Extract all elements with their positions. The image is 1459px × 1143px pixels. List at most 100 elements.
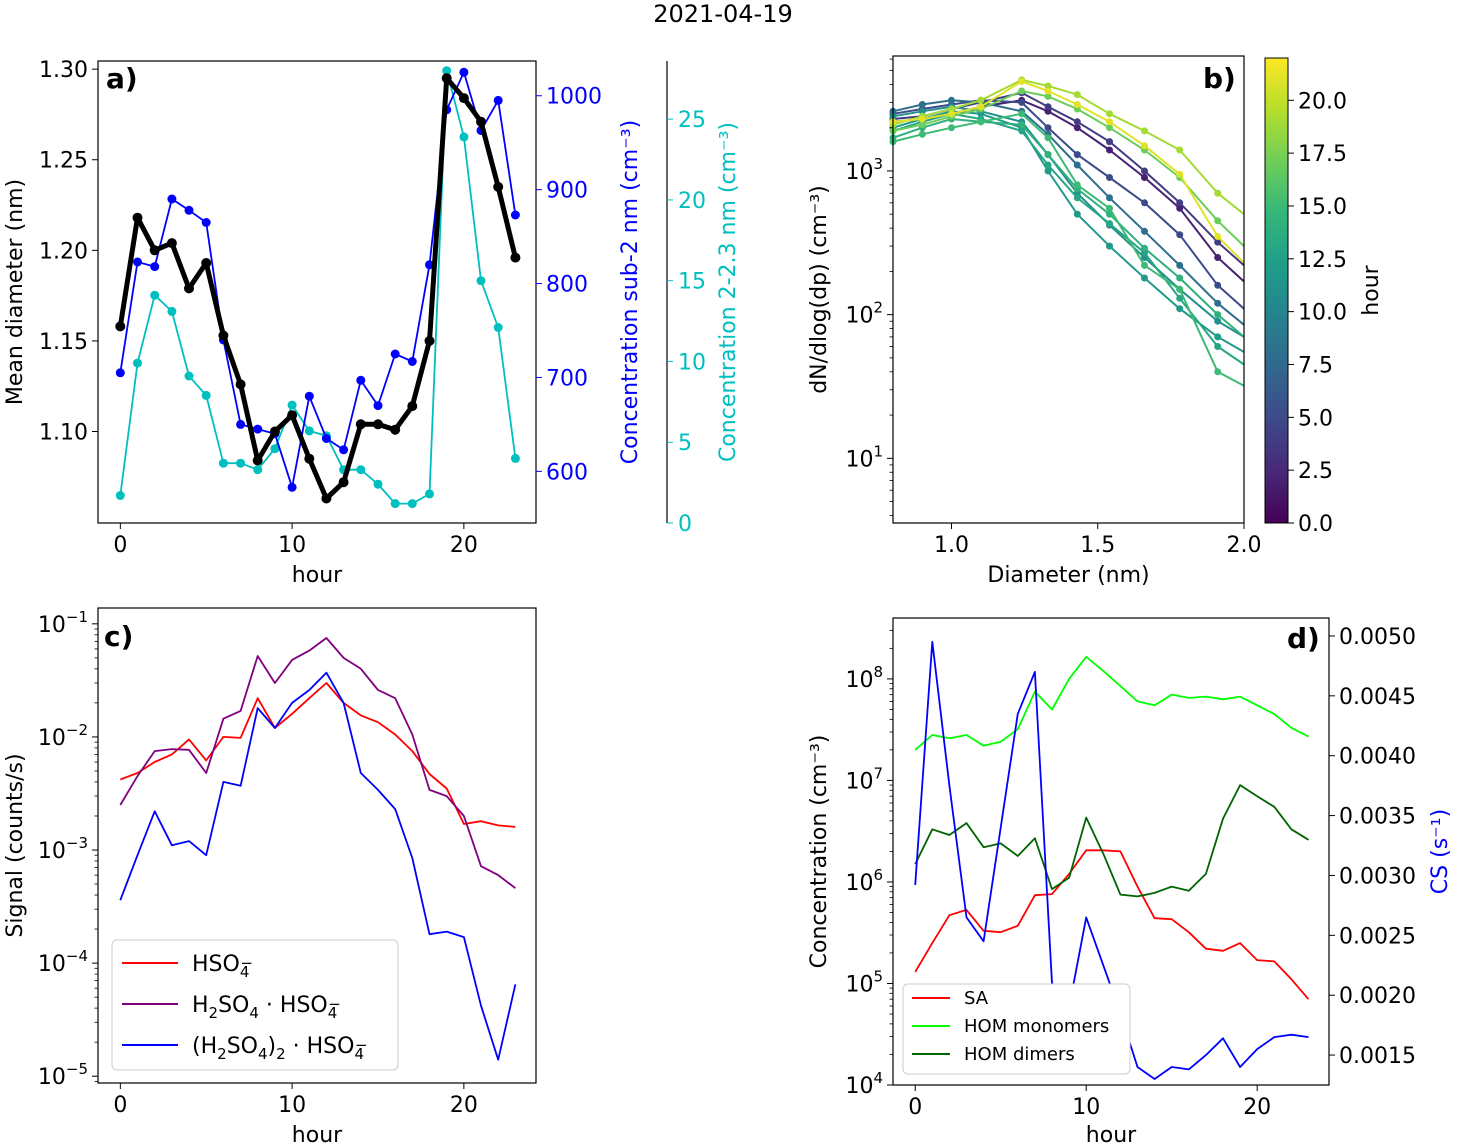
series-hour-8-point-7 <box>1106 194 1113 202</box>
series-2-point-2 <box>150 290 160 300</box>
y-tick-label: 107 <box>845 764 883 794</box>
colorbar <box>1264 57 1289 524</box>
y3-tick-label: 25 <box>678 108 706 133</box>
y2-tick-label: 0.0025 <box>1339 924 1416 949</box>
legend-box <box>111 939 399 1071</box>
series-hour-11-point-10 <box>1214 317 1222 325</box>
panel-label: d) <box>1287 622 1320 655</box>
x-tick-label: 10 <box>1072 1095 1100 1120</box>
series-hour-17-point-1 <box>918 121 926 129</box>
series-0-point-9 <box>269 426 280 437</box>
series-hour-12-point-6 <box>1073 210 1081 218</box>
y-tick-label: 103 <box>845 155 883 185</box>
y-tick-label: 1.25 <box>39 149 88 174</box>
series-hour-5-point-10 <box>1214 281 1222 289</box>
x-tick-label: 1.5 <box>1080 533 1115 558</box>
panel-label: c) <box>104 620 133 653</box>
series-hour-2-point-9 <box>1176 204 1184 212</box>
panel-label: a) <box>106 62 138 95</box>
series-hour-12-point-9 <box>1176 305 1184 313</box>
y-tick-label: 1.15 <box>39 330 88 355</box>
y2-tick-label: 0.0020 <box>1339 984 1416 1009</box>
series-hour-4-point-6 <box>1073 118 1081 126</box>
series-0-point-4 <box>184 283 194 294</box>
series-hour-19-point-7 <box>1106 110 1113 118</box>
y-tick-label: 108 <box>845 663 883 693</box>
plot-frame <box>97 607 537 1084</box>
series-hour-15-line <box>892 112 1245 387</box>
legend-label-1: HOM monomers <box>964 1016 1109 1037</box>
series-1-point-13 <box>339 445 349 455</box>
series-2-line <box>914 784 1309 898</box>
series-hour-2-point-7 <box>1106 146 1113 154</box>
x-axis-label: Diameter (nm) <box>987 563 1149 588</box>
series-2-point-5 <box>201 390 211 400</box>
series-0-line <box>914 849 1310 1000</box>
y-tick-label: 10−5 <box>38 1060 88 1090</box>
series-0-point-0 <box>115 321 126 332</box>
y3-tick-label: 5 <box>678 431 692 456</box>
series-hour-21-point-10 <box>1214 233 1222 240</box>
series-hour-21-line <box>892 80 1245 264</box>
series-2-point-16 <box>390 499 400 509</box>
series-2-point-6 <box>218 458 228 468</box>
series-2-point-8 <box>253 465 263 475</box>
x-axis-label: hour <box>292 563 343 588</box>
series-0-point-8 <box>252 455 263 466</box>
series-0-point-16 <box>390 424 401 435</box>
x-tick-label: 1.0 <box>934 533 969 558</box>
colorbar-tick-label: 17.5 <box>1298 142 1347 167</box>
series-1-point-1 <box>133 257 142 267</box>
series-hour-17-point-5 <box>1044 92 1052 100</box>
series-hour-11-point-1 <box>918 107 926 115</box>
series-hour-19-point-9 <box>1176 146 1184 154</box>
series-hour-13-point-10 <box>1214 343 1222 350</box>
y-axis-label: dN/dlog(dp) (cm⁻³) <box>807 185 832 394</box>
y-tick-label: 10−4 <box>38 947 88 977</box>
y2-tick-label: 700 <box>546 366 588 391</box>
series-1-point-3 <box>167 194 177 204</box>
x-axis-label: hour <box>1086 1123 1137 1143</box>
series-hour-19-point-3 <box>977 96 985 104</box>
series-hour-13-point-5 <box>1044 161 1052 169</box>
series-hour-13-point-7 <box>1106 220 1113 228</box>
series-0-point-18 <box>424 335 435 346</box>
series-0-point-20 <box>458 93 469 104</box>
legend-label-1: H2SO4 · HSO4− <box>192 993 341 1022</box>
series-hour-19-point-8 <box>1141 127 1148 135</box>
series-hour-19-point-6 <box>1073 91 1081 99</box>
panel-a: 0 10 20 hour 1.10 1.15 1.20 1.25 1.30 Mean diamet… <box>3 58 741 588</box>
series-2-point-14 <box>356 465 366 475</box>
series-hour-19-point-2 <box>948 105 955 113</box>
series-hour-15-point-8 <box>1141 261 1148 269</box>
series-hour-21-point-7 <box>1106 118 1113 126</box>
series-hour-2-point-6 <box>1073 124 1081 132</box>
x-axis-label: hour <box>292 1123 343 1143</box>
series-0-point-1 <box>132 212 143 223</box>
y-axis-label: Concentration (cm⁻³) <box>807 735 832 969</box>
series-0-point-2 <box>149 245 160 256</box>
y2-tick-label: 0.0045 <box>1339 685 1416 710</box>
series-0-point-15 <box>373 419 383 430</box>
series-hour-17-point-4 <box>1018 87 1026 95</box>
series-0-point-17 <box>407 401 418 412</box>
series-2-point-18 <box>425 489 434 499</box>
y-axis-label: Mean diameter (nm) <box>3 179 28 405</box>
series-1-point-0 <box>115 368 125 378</box>
series-2-point-22 <box>493 323 503 332</box>
y3-tick-label: 10 <box>678 350 706 375</box>
series-1-point-16 <box>390 349 400 359</box>
series-0-point-21 <box>476 116 486 127</box>
series-1-point-20 <box>459 67 469 77</box>
series-hour-5-point-4 <box>1018 98 1026 106</box>
panel-label: b) <box>1203 62 1236 95</box>
series-hour-13-point-9 <box>1176 294 1184 302</box>
series-0-line <box>117 75 518 501</box>
y-tick-label: 105 <box>845 967 883 997</box>
x-tick-label: 0 <box>113 533 127 558</box>
series-0-point-5 <box>201 258 212 268</box>
x-tick-label: 10 <box>278 1093 306 1118</box>
series-hour-15-point-3 <box>977 118 985 126</box>
y2-tick-label: 0.0040 <box>1339 745 1416 770</box>
